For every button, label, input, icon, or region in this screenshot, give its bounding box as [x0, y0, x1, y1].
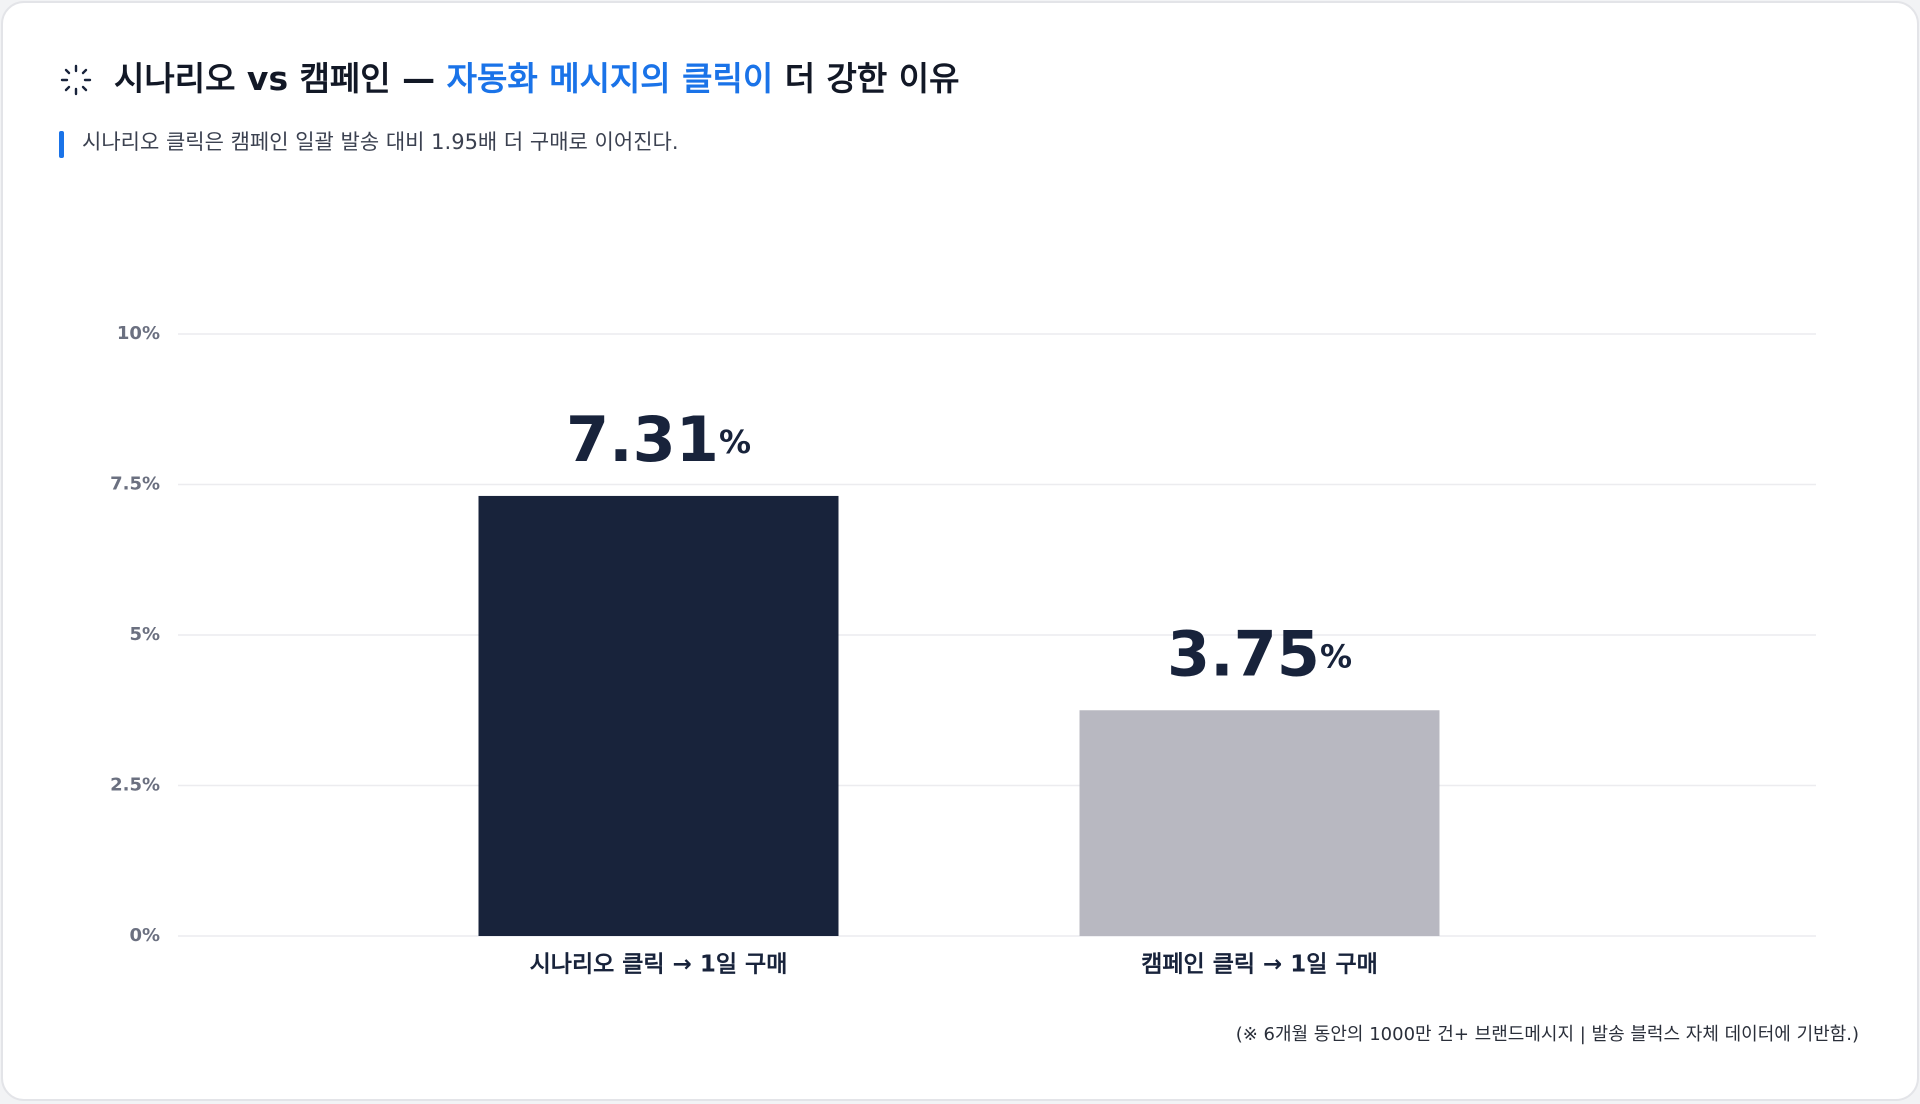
bar: [478, 495, 839, 936]
value-number: 3.75: [1167, 617, 1320, 690]
y-tick-label: 2.5%: [110, 775, 160, 796]
value-label: 7.31%: [566, 403, 751, 476]
subtitle-accent: [59, 131, 64, 158]
bar: [1079, 710, 1440, 936]
value-number: 7.31: [566, 403, 719, 476]
value-unit: %: [719, 423, 751, 461]
y-tick-label: 0%: [129, 925, 160, 946]
y-tick-label: 10%: [117, 323, 160, 344]
footnote: (※ 6개월 동안의 1000만 건+ 브랜드메시지 | 발송 블럭스 자체 데…: [1236, 1024, 1859, 1045]
value-unit: %: [1320, 637, 1352, 675]
y-tick-label: 5%: [129, 624, 160, 645]
x-tick-label: 시나리오 클릭 → 1일 구매: [530, 952, 788, 978]
title-tail: 더 강한 이유: [773, 59, 959, 98]
x-tick-label: 캠페인 클릭 → 1일 구매: [1141, 952, 1378, 978]
chart-title: 시나리오 vs 캠페인 — 자동화 메시지의 클릭이 더 강한 이유: [114, 59, 960, 98]
title-lead: 시나리오 vs 캠페인 —: [114, 59, 447, 98]
title-highlight: 자동화 메시지의 클릭이: [447, 59, 774, 98]
subtitle: 시나리오 클릭은 캠페인 일괄 발송 대비 1.95배 더 구매로 이어진다.: [82, 130, 679, 154]
icon: [60, 64, 92, 96]
y-tick-label: 7.5%: [110, 474, 160, 495]
value-label: 3.75%: [1167, 617, 1352, 690]
